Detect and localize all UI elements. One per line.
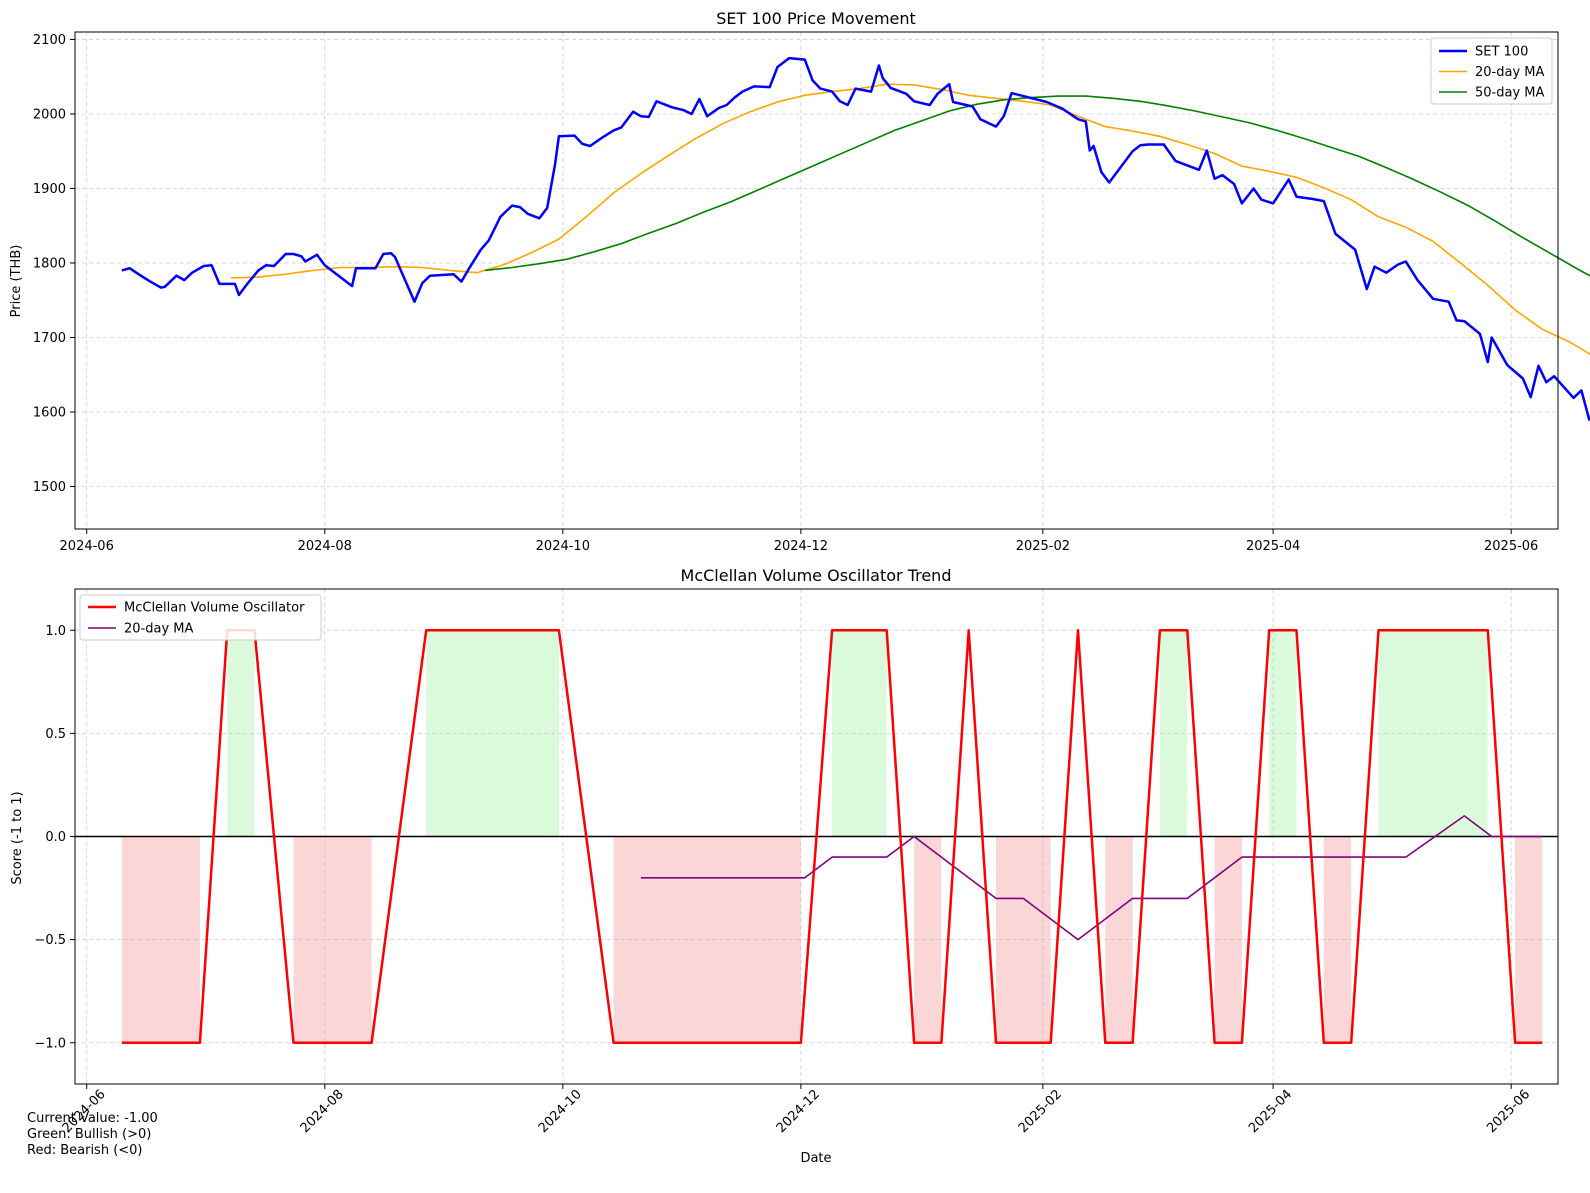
price-y-axis-label: Price (THB)	[9, 245, 24, 318]
price-y-tick-label: 1500	[33, 480, 66, 495]
price-x-tick-label: 2025-04	[1246, 539, 1300, 554]
price-gridlines	[75, 32, 1558, 529]
oscillator-y-tick-label: 0.0	[45, 830, 66, 845]
price-series-line-set-100	[121, 56, 1590, 421]
oscillator-series-line-mcclellan-volume-oscillator	[121, 629, 1543, 1045]
oscillator-x-tick-label: 2024-10	[536, 1087, 585, 1136]
oscillator-chart-title: McClellan Volume Oscillator Trend	[681, 566, 952, 585]
price-y-tick-label: 1800	[33, 256, 66, 271]
oscillator-x-tick-label: 2024-12	[774, 1087, 823, 1136]
oscillator-legend: McClellan Volume Oscillator 20-day MA	[79, 594, 322, 641]
oscillator-legend-box	[79, 594, 322, 641]
price-legend-label: 20-day MA	[1475, 65, 1544, 80]
price-y-tick-label: 2100	[33, 33, 66, 48]
price-panel: SET 100 Price Movement Price (THB) 2024-…	[9, 9, 1590, 554]
price-series-line-50-day-ma	[484, 95, 1590, 277]
oscillator-x-tick-label: 2025-02	[1016, 1087, 1065, 1136]
price-legend-label: SET 100	[1475, 45, 1528, 60]
price-legend-box	[1430, 37, 1553, 105]
oscillator-y-tick-label: 1.0	[45, 624, 66, 639]
price-x-tick-label: 2024-12	[774, 539, 828, 554]
note-bearish: Red: Bearish (<0)	[27, 1143, 143, 1158]
oscillator-y-tick-label: −1.0	[34, 1036, 66, 1051]
price-x-tick-label: 2024-06	[60, 539, 114, 554]
oscillator-legend-label: McClellan Volume Oscillator	[124, 601, 305, 616]
price-x-tick-label: 2024-08	[298, 539, 352, 554]
oscillator-legend-label: 20-day MA	[124, 622, 193, 637]
oscillator-series	[75, 629, 1558, 1045]
price-x-tick-label: 2025-06	[1484, 539, 1538, 554]
oscillator-panel: McClellan Volume Oscillator Trend Score …	[10, 566, 1559, 1166]
oscillator-y-tick-label: 0.5	[45, 727, 66, 742]
bearish-fill-region	[293, 836, 372, 1043]
price-y-tick-label: 1600	[33, 406, 66, 421]
oscillator-series-line-20-day-ma	[640, 815, 1543, 941]
oscillator-y-axis-label: Score (-1 to 1)	[10, 791, 25, 884]
note-current-value: Current Value: -1.00	[27, 1111, 158, 1126]
price-series	[121, 56, 1590, 421]
price-plot-frame	[74, 31, 1559, 530]
oscillator-x-tick-label: 2025-06	[1484, 1087, 1533, 1136]
price-legend: SET 100 20-day MA 50-day MA	[1430, 37, 1553, 105]
oscillator-y-tick-label: −0.5	[34, 933, 66, 948]
price-y-tick-label: 1700	[33, 331, 66, 346]
price-series-line-20-day-ma	[231, 83, 1590, 356]
price-y-tick-label: 1900	[33, 182, 66, 197]
price-y-tick-label: 2000	[33, 107, 66, 122]
price-legend-label: 50-day MA	[1475, 86, 1544, 101]
price-x-tick-label: 2024-10	[536, 539, 590, 554]
oscillator-x-tick-label: 2025-04	[1246, 1087, 1295, 1136]
price-chart-title: SET 100 Price Movement	[716, 9, 916, 28]
note-bullish: Green: Bullish (>0)	[27, 1127, 152, 1142]
oscillator-x-tick-label: 2024-08	[298, 1087, 347, 1136]
oscillator-x-axis-label: Date	[800, 1151, 831, 1166]
price-x-tick-label: 2025-02	[1016, 539, 1070, 554]
price-axis-ticks: 2024-06 2024-08 2024-10 2024-12 2025-02 2025-…	[33, 33, 1538, 554]
